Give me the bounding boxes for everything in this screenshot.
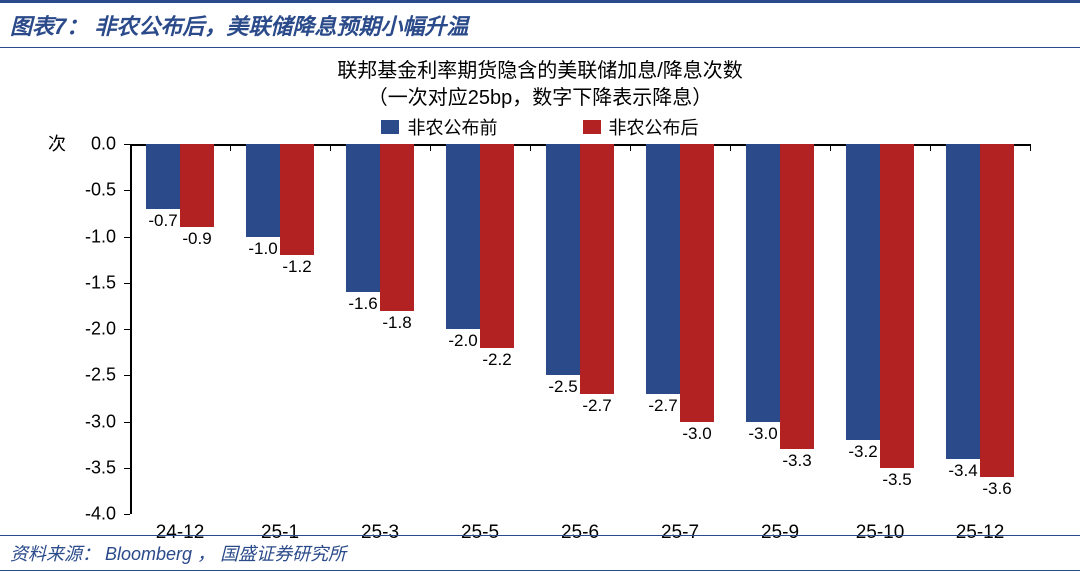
y-tick (124, 190, 130, 191)
bar-after (180, 144, 214, 227)
chart-area: 联邦基金利率期货隐含的美联储加息/降息次数 （一次对应25bp，数字下降表示降息… (0, 50, 1080, 535)
legend-item-before: 非农公布前 (381, 114, 497, 140)
bar-after (580, 144, 614, 394)
chart-title-line2: （一次对应25bp，数字下降表示降息） (40, 85, 1040, 112)
bar-group: -1.6-1.825-3 (330, 144, 430, 514)
bar-after (680, 144, 714, 422)
bar-group: -2.0-2.225-5 (430, 144, 530, 514)
data-label-before: -1.0 (248, 239, 277, 259)
chart-header: 图表7： 非农公布后，美联储降息预期小幅升温 (0, 0, 1080, 48)
y-tick (124, 375, 130, 376)
x-tick (1030, 144, 1031, 151)
bar-after (880, 144, 914, 468)
x-tick (730, 144, 731, 151)
source-prefix: 资料来源： (10, 544, 100, 564)
x-tick (630, 144, 631, 151)
bar-before (746, 144, 780, 422)
x-tick (430, 144, 431, 151)
bar-after (980, 144, 1014, 477)
chart-title-line1: 联邦基金利率期货隐含的美联储加息/降息次数 (40, 58, 1040, 85)
bar-after (280, 144, 314, 255)
data-label-after: -1.8 (382, 313, 411, 333)
bar-after (780, 144, 814, 449)
chart-label: 图表7： (10, 14, 88, 39)
y-tick (124, 144, 130, 145)
y-tick-label: -0.5 (58, 180, 116, 201)
y-tick-label: -3.0 (58, 411, 116, 432)
y-tick-label: -2.0 (58, 319, 116, 340)
legend-item-after: 非农公布后 (583, 114, 699, 140)
bar-group: -0.7-0.924-12 (130, 144, 230, 514)
bar-group: -3.2-3.525-10 (830, 144, 930, 514)
source-1: Bloomberg (105, 544, 192, 564)
data-label-after: -3.3 (782, 451, 811, 471)
y-tick (124, 283, 130, 284)
y-tick-label: -3.5 (58, 457, 116, 478)
data-label-after: -0.9 (182, 229, 211, 249)
bar-group: -3.4-3.625-12 (930, 144, 1030, 514)
source-footer: 资料来源： Bloomberg ， 国盛证券研究所 (0, 535, 1080, 571)
bar-before (946, 144, 980, 459)
y-tick-label: -2.5 (58, 365, 116, 386)
bar-after (480, 144, 514, 348)
data-label-before: -3.0 (748, 424, 777, 444)
data-label-before: -2.7 (648, 396, 677, 416)
bar-before (346, 144, 380, 292)
bar-before (646, 144, 680, 394)
y-tick-label: -4.0 (58, 504, 116, 525)
x-tick (230, 144, 231, 151)
data-label-after: -3.0 (682, 424, 711, 444)
y-tick-label: -1.0 (58, 226, 116, 247)
y-tick (124, 468, 130, 469)
x-tick (930, 144, 931, 151)
data-label-after: -3.5 (882, 470, 911, 490)
data-label-before: -2.5 (548, 377, 577, 397)
y-tick (124, 237, 130, 238)
source-2: 国盛证券研究所 (220, 544, 346, 564)
chart-caption: 非农公布后，美联储降息预期小幅升温 (94, 14, 468, 39)
bar-before (846, 144, 880, 440)
source-sep: ， (197, 544, 215, 564)
y-tick (124, 422, 130, 423)
x-tick (530, 144, 531, 151)
data-label-after: -3.6 (982, 479, 1011, 499)
bar-group: -3.0-3.325-9 (730, 144, 830, 514)
data-label-before: -1.6 (348, 294, 377, 314)
x-tick (330, 144, 331, 151)
data-label-before: -0.7 (148, 211, 177, 231)
y-tick (124, 329, 130, 330)
data-label-after: -2.7 (582, 396, 611, 416)
x-tick (130, 144, 131, 151)
y-tick (124, 514, 130, 515)
chart-title: 联邦基金利率期货隐含的美联储加息/降息次数 （一次对应25bp，数字下降表示降息… (40, 58, 1040, 112)
bar-before (446, 144, 480, 329)
bar-after (380, 144, 414, 311)
y-tick-label: 0.0 (58, 134, 116, 155)
bar-group: -1.0-1.225-1 (230, 144, 330, 514)
legend-label-before: 非农公布前 (407, 114, 497, 140)
bar-before (546, 144, 580, 375)
data-label-after: -2.2 (482, 350, 511, 370)
legend: 非农公布前 非农公布后 (40, 114, 1040, 140)
plot-area: 次 -0.7-0.924-12-1.0-1.225-1-1.6-1.825-3-… (130, 144, 1030, 514)
y-tick-label: -1.5 (58, 272, 116, 293)
bar-before (246, 144, 280, 237)
data-label-before: -2.0 (448, 331, 477, 351)
x-tick (830, 144, 831, 151)
data-label-after: -1.2 (282, 257, 311, 277)
legend-swatch-after (583, 120, 601, 134)
bar-group: -2.5-2.725-6 (530, 144, 630, 514)
data-label-before: -3.2 (848, 442, 877, 462)
data-label-before: -3.4 (948, 461, 977, 481)
legend-swatch-before (381, 120, 399, 134)
bar-group: -2.7-3.025-7 (630, 144, 730, 514)
bar-before (146, 144, 180, 209)
legend-label-after: 非农公布后 (609, 114, 699, 140)
bar-groups: -0.7-0.924-12-1.0-1.225-1-1.6-1.825-3-2.… (130, 144, 1030, 514)
